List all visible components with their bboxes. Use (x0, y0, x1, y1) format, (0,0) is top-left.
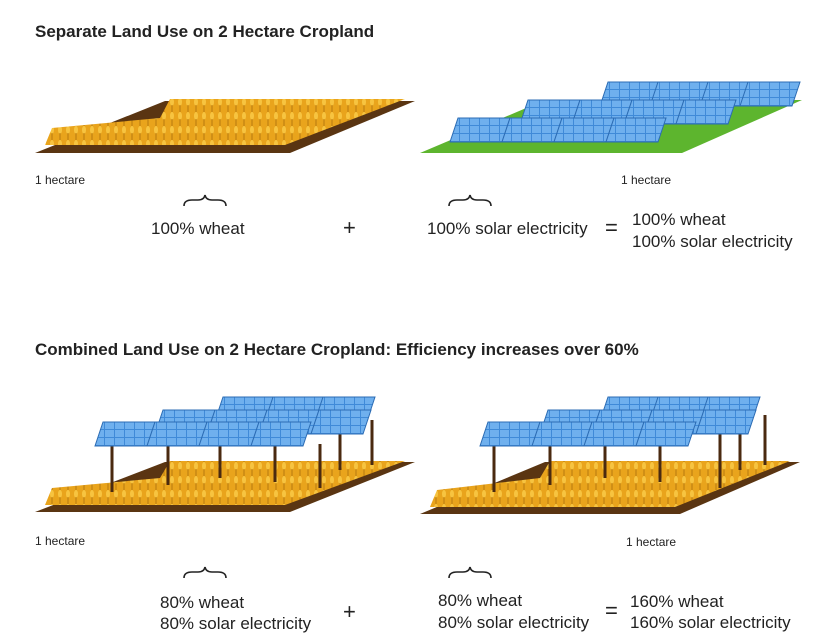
brace (448, 194, 492, 207)
result-label: 100% solar electricity (632, 232, 793, 251)
equals-sign: = (605, 598, 618, 623)
yield-label: 80% wheat (160, 593, 244, 612)
plus-sign: + (343, 215, 356, 240)
plus-sign: + (343, 599, 356, 624)
wheat-field (35, 99, 415, 153)
section-title: Separate Land Use on 2 Hectare Cropland (35, 22, 374, 41)
yield-label: 80% solar electricity (160, 614, 312, 633)
agrivoltaic-field (35, 396, 415, 512)
brace (448, 566, 492, 579)
yield-label: 100% wheat (151, 219, 245, 238)
equals-sign: = (605, 215, 618, 240)
area-label: 1 hectare (35, 173, 85, 187)
yield-label: 100% solar electricity (427, 219, 588, 238)
result-label: 100% wheat (632, 210, 726, 229)
brace (183, 194, 227, 207)
area-label: 1 hectare (35, 534, 85, 548)
agrivoltaic-field (420, 396, 800, 514)
result-label: 160% wheat (630, 592, 724, 611)
yield-label: 80% wheat (438, 591, 522, 610)
result-label: 160% solar electricity (630, 613, 791, 632)
yield-label: 80% solar electricity (438, 613, 590, 632)
solar-field (420, 81, 802, 153)
area-label: 1 hectare (621, 173, 671, 187)
section-title: Combined Land Use on 2 Hectare Cropland:… (35, 340, 639, 359)
brace (183, 566, 227, 579)
area-label: 1 hectare (626, 535, 676, 549)
